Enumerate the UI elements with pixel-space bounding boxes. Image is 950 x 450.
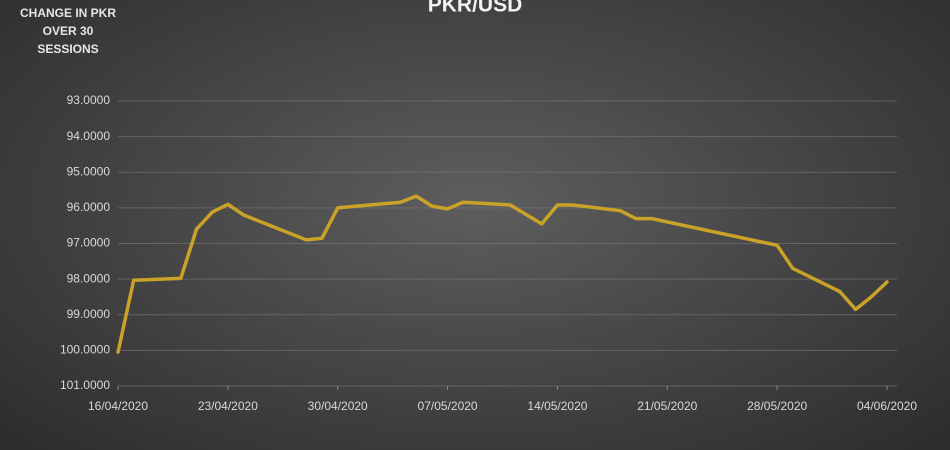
x-tick-label: 04/06/2020 bbox=[857, 399, 917, 413]
y-tick-label: 99.0000 bbox=[67, 307, 111, 321]
y-tick-label: 97.0000 bbox=[67, 236, 111, 250]
y-tick-label: 101.0000 bbox=[60, 378, 110, 392]
x-tick-label: 21/05/2020 bbox=[637, 399, 697, 413]
y-tick-label: 94.0000 bbox=[67, 129, 111, 143]
y-tick-label: 93.0000 bbox=[67, 93, 111, 107]
y-tick-label: 96.0000 bbox=[67, 200, 111, 214]
y-tick-label: 100.0000 bbox=[60, 343, 110, 357]
x-tick-label: 16/04/2020 bbox=[88, 399, 148, 413]
y-tick-label: 95.0000 bbox=[67, 164, 111, 178]
annotation: CHANGE IN PKR OVER 30 SESSIONS bbox=[19, 6, 116, 56]
x-tick-label: 07/05/2020 bbox=[418, 399, 478, 413]
x-tick-label: 14/05/2020 bbox=[527, 399, 587, 413]
x-tick-label: 23/04/2020 bbox=[198, 399, 258, 413]
chart-title: PKR/USD bbox=[428, 0, 523, 17]
x-tick-label: 28/05/2020 bbox=[747, 399, 807, 413]
x-tick-label: 30/04/2020 bbox=[308, 399, 368, 413]
y-tick-label: 98.0000 bbox=[67, 271, 111, 285]
data-line bbox=[116, 194, 889, 354]
